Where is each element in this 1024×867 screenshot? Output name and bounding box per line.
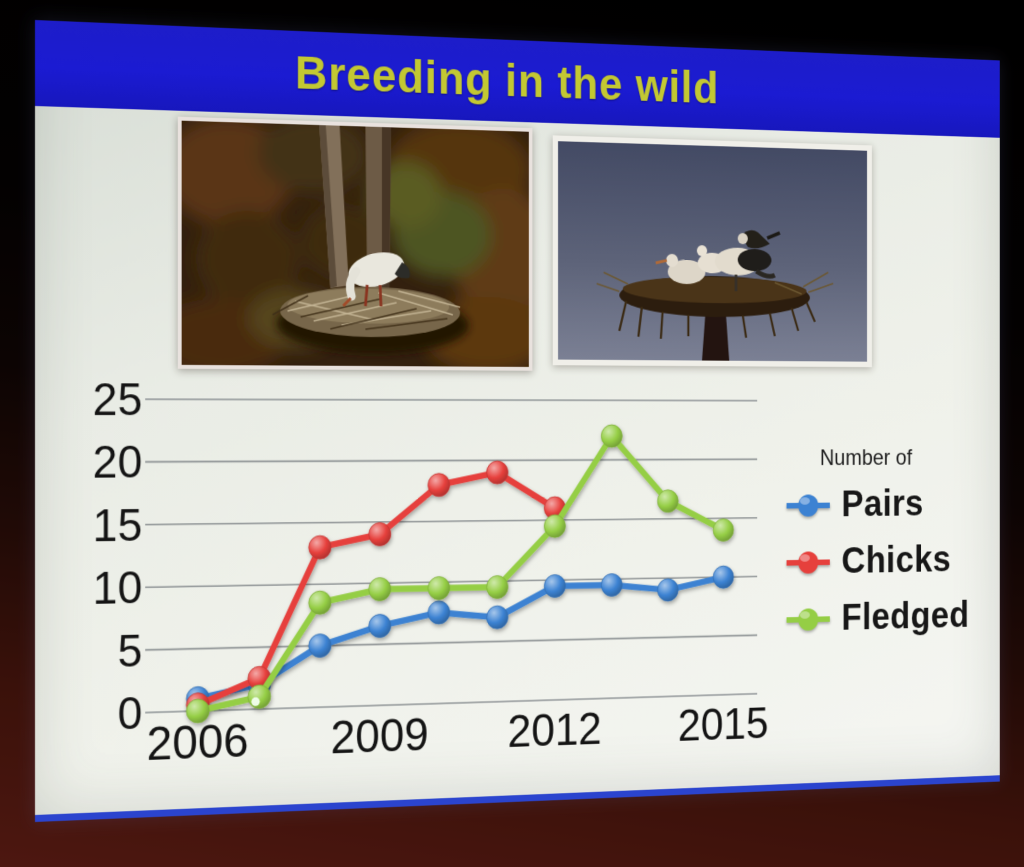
chart-legend: Number of Pairs Chicks Fledged [785,445,982,656]
legend-label-fledged: Fledged [841,595,970,639]
platform-nest [597,269,834,341]
right-photo-stork-nest-platform-image [552,135,872,368]
legend-item-fledged: Fledged [785,595,982,640]
legend-item-chicks: Chicks [785,539,982,583]
svg-text:10: 10 [93,562,143,614]
svg-text:5: 5 [118,625,143,676]
series-fledged [186,425,733,723]
svg-text:2006: 2006 [147,715,249,771]
pairs-marker-icon [785,490,832,520]
legend-label-chicks: Chicks [841,539,952,582]
legend-title: Number of [819,445,913,471]
svg-text:2015: 2015 [678,699,769,752]
svg-text:25: 25 [93,374,143,425]
tree-trunks [319,125,392,297]
legend-label-pairs: Pairs [841,483,924,525]
left-photo-stork-forest-nest-image [177,116,533,371]
chicks-marker-icon [785,547,832,577]
slide-title: Breeding in the wild [295,46,720,114]
svg-text:15: 15 [93,500,143,551]
stick-nest [273,285,470,355]
nest-pole [702,313,730,361]
legend-item-pairs: Pairs [785,483,982,526]
presentation-slide: Breeding in the wild [35,20,1000,822]
svg-text:20: 20 [93,437,143,488]
svg-text:2012: 2012 [508,704,602,758]
fledged-marker-icon [785,604,832,634]
svg-text:2009: 2009 [331,709,429,764]
svg-text:0: 0 [118,688,143,740]
